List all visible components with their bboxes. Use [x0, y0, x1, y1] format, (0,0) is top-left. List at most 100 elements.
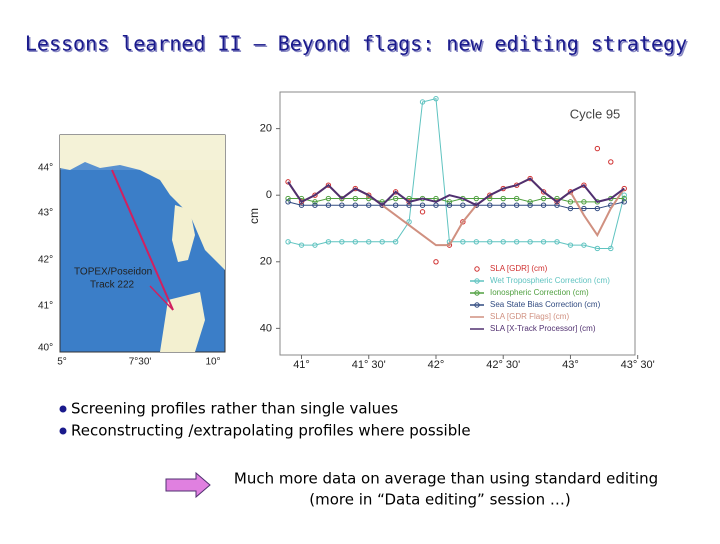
series-marker	[419, 99, 426, 105]
legend-label: SLA [GDR] (cm)	[490, 264, 548, 273]
series-marker	[608, 159, 614, 165]
title-shadow: Lessons learned II – Beyond flags: new e…	[26, 33, 688, 57]
series-marker	[500, 202, 506, 208]
y-axis-label: cm	[247, 208, 261, 224]
x-tick-label: 41° 30'	[352, 359, 386, 371]
series-marker	[352, 195, 359, 202]
series-marker	[379, 239, 385, 245]
series-marker	[325, 195, 332, 202]
lat-label: 40°	[38, 343, 53, 354]
series-marker	[325, 239, 332, 245]
legend-label: SLA [X-Track Processor] (cm)	[490, 324, 596, 333]
map: TOPEX/Poseidon Track 222 44° 43° 42° 41°…	[38, 134, 226, 368]
series-marker	[594, 145, 601, 152]
lat-label: 41°	[38, 301, 53, 312]
series-marker	[527, 202, 533, 208]
series-marker	[285, 199, 291, 205]
chart-annotation: Cycle 95	[570, 106, 621, 121]
series-marker	[392, 195, 399, 202]
track-label: Track 222	[90, 280, 135, 291]
series-marker	[500, 239, 506, 245]
arrow	[165, 471, 211, 499]
series-marker	[513, 202, 520, 208]
series-marker	[419, 209, 426, 215]
series-marker	[460, 202, 466, 208]
bullet-dot	[59, 405, 67, 413]
legend-swatch	[474, 302, 480, 308]
series-marker	[392, 189, 399, 195]
legend-label: Ionospheric Correction (cm)	[490, 288, 589, 297]
series-marker	[567, 205, 574, 212]
y-tick-label: 0	[266, 189, 272, 201]
track-label: TOPEX/Poseidon	[74, 267, 152, 278]
series-marker	[325, 182, 332, 188]
legend-swatch	[474, 278, 480, 284]
series-marker	[325, 202, 332, 208]
series-marker	[567, 199, 574, 205]
series-marker	[540, 239, 547, 245]
map-corsica	[172, 205, 195, 262]
series-marker	[312, 202, 318, 208]
lon-label: 7°30'	[129, 357, 152, 368]
series-marker	[540, 189, 547, 195]
series-marker	[460, 239, 466, 245]
bullet-dot	[59, 427, 67, 435]
series-marker	[594, 205, 601, 212]
map-track	[111, 169, 174, 311]
legend-swatch	[474, 290, 480, 296]
series-marker	[298, 242, 305, 248]
series-marker	[554, 239, 560, 245]
map-track-pointer	[149, 285, 174, 311]
series-marker	[312, 199, 318, 205]
series-marker	[500, 195, 506, 202]
series-marker	[621, 185, 627, 192]
series-marker	[473, 195, 480, 202]
series-marker	[433, 95, 439, 102]
legend-swatch	[474, 266, 480, 272]
series-marker	[298, 202, 305, 208]
y-tick-label: 20	[260, 256, 272, 268]
x-tick-label: 41°	[293, 359, 310, 371]
series-marker	[352, 202, 359, 208]
series-marker	[527, 239, 533, 245]
series-marker	[446, 199, 453, 205]
x-tick-label: 42° 30'	[486, 359, 520, 371]
chart: Cycle 95 cm 20 0 20 40 41° 41° 30' 42° 42° 30' 4…	[247, 91, 655, 371]
series-marker	[392, 239, 399, 245]
series-marker	[446, 202, 453, 208]
series-marker	[339, 202, 345, 208]
series-marker	[285, 239, 291, 245]
y-tick-label: 40	[260, 322, 272, 334]
series-marker	[433, 195, 439, 202]
x-tick-label: 42°	[428, 359, 445, 371]
series-line	[287, 177, 625, 207]
series-marker	[285, 195, 291, 202]
series-marker	[487, 202, 493, 208]
conclusion: Much more data on average than using sta…	[234, 470, 658, 488]
lat-label: 43°	[38, 208, 53, 219]
series-marker	[433, 259, 439, 265]
legend-label: SLA [GDR Flags] (cm)	[490, 312, 569, 321]
series-marker	[621, 195, 627, 202]
series-marker	[366, 239, 372, 245]
plot-frame	[279, 91, 636, 356]
series-marker	[513, 195, 520, 202]
title: Lessons learned II – Beyond flags: new e…	[25, 32, 687, 56]
lon-label: 5°	[57, 357, 67, 368]
bullet: Screening profiles rather than single va…	[71, 400, 398, 418]
x-tick-label: 43°	[562, 359, 579, 371]
series-marker	[473, 239, 480, 245]
series-marker	[540, 202, 547, 208]
series-marker	[285, 179, 291, 185]
y-tick-label: 20	[260, 123, 272, 135]
series-marker	[433, 202, 439, 208]
map-shade	[60, 135, 225, 170]
series-marker	[406, 202, 412, 208]
series-marker	[392, 202, 399, 208]
series-marker	[352, 239, 359, 245]
series-marker	[379, 202, 385, 208]
series-marker	[581, 205, 587, 212]
series-marker	[487, 239, 493, 245]
legend-label: Wet Tropospheric Correction (cm)	[490, 276, 610, 285]
